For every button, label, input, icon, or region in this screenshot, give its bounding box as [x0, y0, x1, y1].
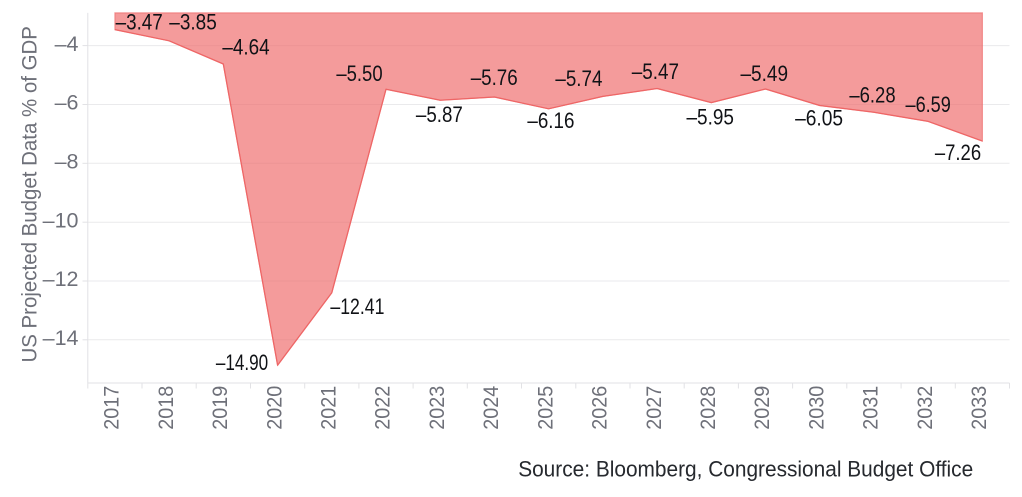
svg-text:–12.41: –12.41: [330, 294, 384, 319]
svg-text:2028: 2028: [697, 386, 720, 430]
svg-text:2033: 2033: [968, 386, 991, 430]
svg-text:US Projected Budget Data % of: US Projected Budget Data % of GDP: [19, 26, 42, 363]
svg-text:–6.16: –6.16: [527, 108, 574, 133]
svg-text:–5.47: –5.47: [632, 59, 679, 84]
svg-text:–10: –10: [43, 208, 79, 232]
svg-text:2024: 2024: [480, 385, 503, 429]
svg-text:2026: 2026: [589, 386, 612, 430]
svg-text:–14: –14: [43, 326, 79, 350]
svg-text:–5.74: –5.74: [555, 66, 602, 91]
svg-text:–6.59: –6.59: [906, 92, 951, 117]
svg-text:2025: 2025: [534, 386, 557, 430]
svg-text:–8: –8: [55, 150, 79, 174]
svg-text:–12: –12: [43, 267, 79, 291]
svg-text:2031: 2031: [860, 386, 883, 430]
svg-text:–7.26: –7.26: [935, 140, 981, 165]
svg-text:2019: 2019: [209, 386, 232, 430]
svg-text:–4.64: –4.64: [222, 35, 269, 60]
svg-text:–4: –4: [55, 32, 79, 56]
svg-text:–6: –6: [55, 91, 79, 115]
svg-text:2027: 2027: [643, 386, 666, 430]
svg-text:–5.76: –5.76: [471, 65, 518, 90]
svg-text:2023: 2023: [426, 386, 449, 430]
svg-text:2022: 2022: [372, 386, 395, 430]
svg-text:2020: 2020: [263, 386, 286, 430]
svg-text:–5.95: –5.95: [687, 104, 734, 129]
svg-text:–5.50: –5.50: [336, 61, 382, 86]
svg-text:–6.28: –6.28: [849, 83, 895, 108]
svg-text:2030: 2030: [805, 386, 828, 430]
svg-text:–5.87: –5.87: [416, 102, 463, 127]
svg-text:2018: 2018: [155, 386, 178, 430]
svg-text:–5.49: –5.49: [741, 61, 789, 86]
svg-text:–6.05: –6.05: [795, 106, 843, 131]
svg-text:–14.90: –14.90: [216, 350, 268, 375]
svg-text:Source: Bloomberg, Congression: Source: Bloomberg, Congressional Budget …: [518, 456, 973, 481]
svg-text:–3.85: –3.85: [169, 10, 217, 35]
svg-text:2017: 2017: [101, 386, 124, 430]
svg-text:–3.47: –3.47: [116, 10, 163, 35]
svg-text:2032: 2032: [914, 386, 937, 430]
svg-text:2021: 2021: [318, 386, 341, 430]
svg-text:2029: 2029: [751, 386, 774, 430]
